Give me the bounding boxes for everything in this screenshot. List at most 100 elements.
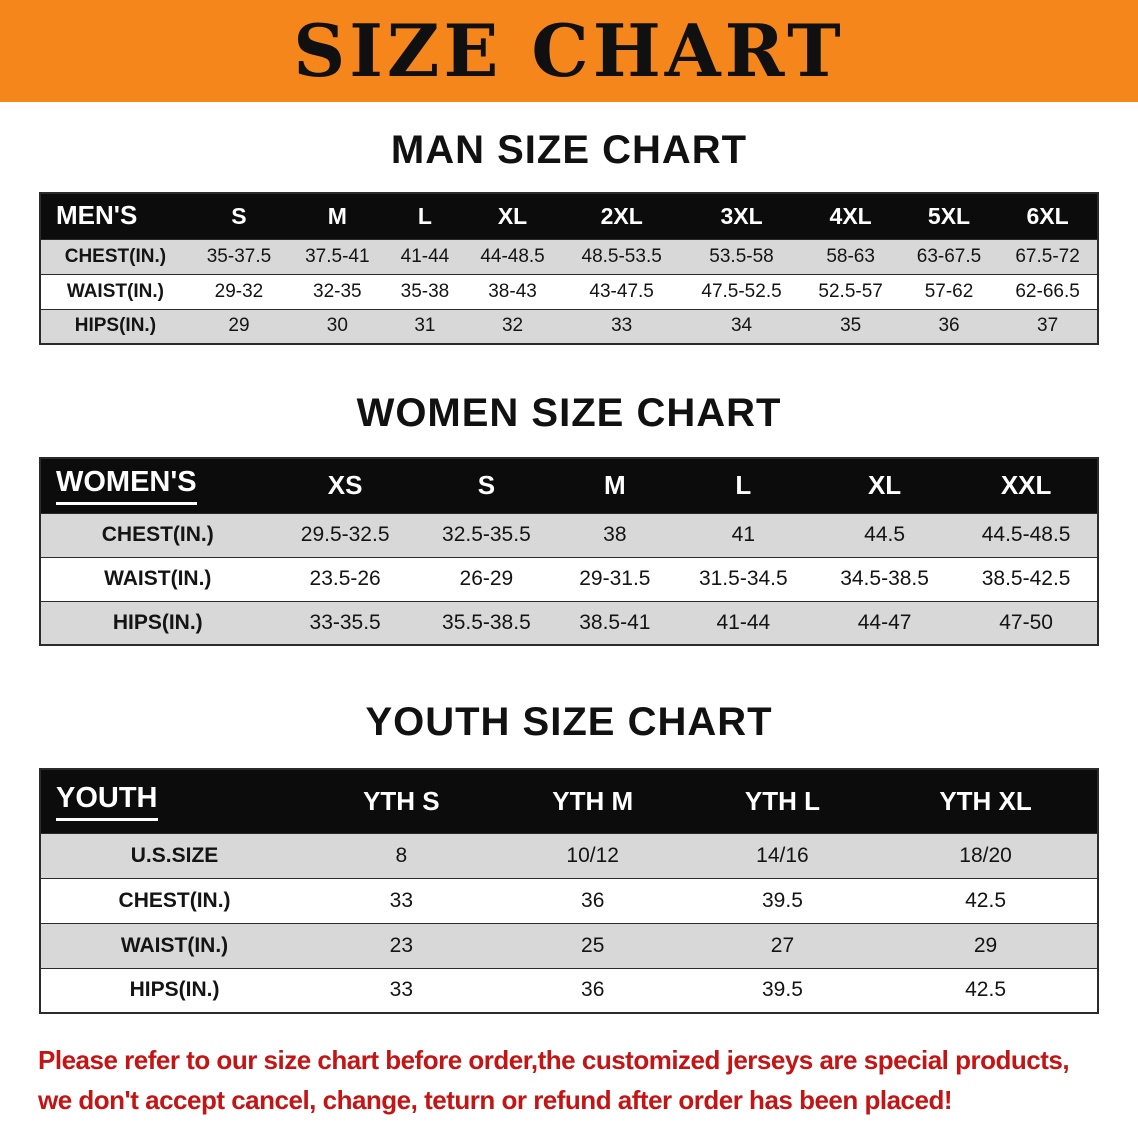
- size-value-cell: 47-50: [999, 610, 1053, 634]
- table-row: CHEST(IN.) 29.5-32.5 32.5-35.5 38 41 44.5 44.5…: [40, 513, 1098, 557]
- size-value-cell: 38.5-42.5: [981, 567, 1071, 590]
- size-value-cell: 41-44: [400, 245, 450, 267]
- size-column-header: YTH XL: [874, 769, 1098, 833]
- size-value-cell: 44.5-48.5: [981, 523, 1071, 546]
- table-corner-label: MEN'S: [56, 200, 138, 231]
- size-value-cell: 36: [938, 315, 960, 337]
- size-value-cell: 31.5-34.5: [698, 567, 788, 590]
- table-row: HIPS(IN.) 29 30 31 32 33 34 35 36 37: [40, 309, 1098, 344]
- size-value-cell: 23.5-26: [309, 567, 381, 590]
- size-column-header: YTH M: [494, 769, 691, 833]
- size-value-cell: 42.5: [965, 978, 1006, 1002]
- row-label: U.S.SIZE: [130, 843, 219, 867]
- table-header-row: WOMEN'S XS S M L XL XXL: [40, 458, 1098, 513]
- size-value-cell: 44-48.5: [480, 245, 545, 267]
- size-value-cell: 34: [730, 315, 753, 337]
- table-row: CHEST(IN.) 33 36 39.5 42.5: [40, 878, 1098, 923]
- table-head: MEN'S S M L XL 2XL 3XL 4XL 5XL 6XL: [40, 193, 1098, 239]
- size-value-cell: 14/16: [756, 843, 809, 867]
- size-column-header: S: [189, 193, 289, 239]
- row-label: WAIST(IN.): [104, 567, 212, 590]
- size-value-cell: 44.5: [864, 523, 906, 546]
- size-column-header: XL: [813, 458, 956, 513]
- table-corner-header: YOUTH: [40, 769, 309, 833]
- size-value-cell: 38: [603, 523, 627, 546]
- table-header-row: MEN'S S M L XL 2XL 3XL 4XL 5XL 6XL: [40, 193, 1098, 239]
- women-size-table: WOMEN'S XS S M L XL XXL CHEST(IN.) 29.5-32.5 32.5…: [39, 457, 1099, 646]
- size-column-header: 5XL: [899, 193, 999, 239]
- size-value-cell: 48.5-53.5: [581, 245, 662, 267]
- youth-size-chart-section: YOUTH SIZE CHART YOUTH YTH S YTH M YTH L YTH…: [0, 700, 1138, 1014]
- table-row: WAIST(IN.) 23 25 27 29: [40, 923, 1098, 968]
- size-value-cell: 30: [326, 315, 348, 337]
- table-header-row: YOUTH YTH S YTH M YTH L YTH XL: [40, 769, 1098, 833]
- size-value-cell: 32.5-35.5: [442, 523, 531, 546]
- row-label: CHEST(IN.): [101, 523, 214, 546]
- size-value-cell: 23: [389, 933, 414, 957]
- size-value-cell: 47.5-52.5: [701, 280, 782, 302]
- size-value-cell: 36: [581, 978, 605, 1002]
- table-row: U.S.SIZE 8 10/12 14/16 18/20: [40, 833, 1098, 878]
- row-label: HIPS(IN.): [112, 610, 203, 634]
- size-value-cell: 32-35: [313, 280, 362, 302]
- size-column-header: M: [288, 193, 387, 239]
- row-label: CHEST(IN.): [64, 245, 167, 267]
- size-value-cell: 18/20: [959, 843, 1012, 867]
- size-column-header: 6XL: [998, 193, 1098, 239]
- size-value-cell: 41: [731, 523, 755, 546]
- size-column-header: YTH S: [308, 769, 495, 833]
- table-body: CHEST(IN.) 29.5-32.5 32.5-35.5 38 41 44.5 44.5…: [40, 513, 1098, 645]
- table-corner-header: WOMEN'S: [40, 458, 275, 513]
- table-row: HIPS(IN.) 33 36 39.5 42.5: [40, 968, 1098, 1013]
- size-value-cell: 33: [389, 888, 414, 912]
- size-value-cell: 35.5-38.5: [442, 610, 531, 634]
- size-value-cell: 35: [840, 315, 862, 337]
- size-value-cell: 36: [581, 888, 605, 912]
- page-title: SIZE CHART: [293, 8, 845, 93]
- table-row: HIPS(IN.) 33-35.5 35.5-38.5 38.5-41 41-44 44-…: [40, 601, 1098, 645]
- size-value-cell: 38-43: [488, 280, 537, 302]
- size-value-cell: 58-63: [826, 245, 875, 267]
- table-head: WOMEN'S XS S M L XL XXL: [40, 458, 1098, 513]
- size-value-cell: 63-67.5: [916, 245, 982, 267]
- size-column-header: 3XL: [681, 193, 802, 239]
- table-body: CHEST(IN.) 35-37.5 37.5-41 41-44 44-48.5 48.5…: [40, 239, 1098, 344]
- man-size-chart-heading: MAN SIZE CHART: [390, 128, 748, 172]
- table-corner-label: WOMEN'S: [56, 466, 197, 506]
- size-value-cell: 29-32: [214, 280, 264, 302]
- table-body: U.S.SIZE 8 10/12 14/16 18/20 CHEST(IN.) 33 36 39…: [40, 833, 1098, 1013]
- youth-size-table: YOUTH YTH S YTH M YTH L YTH XL U.S.SIZE 8 10/12…: [39, 768, 1099, 1014]
- size-value-cell: 27: [770, 933, 795, 957]
- size-value-cell: 53.5-58: [709, 245, 774, 267]
- size-column-header: M: [557, 458, 673, 513]
- size-value-cell: 10/12: [566, 843, 619, 867]
- size-column-header: L: [672, 458, 814, 513]
- size-column-header: S: [415, 458, 558, 513]
- size-column-header: 2XL: [561, 193, 682, 239]
- size-value-cell: 26-29: [459, 567, 514, 590]
- row-label: HIPS(IN.): [74, 315, 157, 337]
- row-label: WAIST(IN.): [66, 280, 164, 302]
- size-column-header: L: [386, 193, 464, 239]
- size-column-header: XL: [463, 193, 562, 239]
- size-value-cell: 39.5: [762, 978, 803, 1002]
- size-value-cell: 29.5-32.5: [300, 523, 390, 546]
- size-value-cell: 32: [501, 315, 524, 337]
- disclaimer: Please refer to our size chart before or…: [38, 1040, 1100, 1121]
- size-value-cell: 35-38: [400, 280, 450, 302]
- size-value-cell: 44-47: [857, 610, 912, 634]
- size-value-cell: 37: [1037, 315, 1059, 337]
- size-column-header: YTH L: [690, 769, 875, 833]
- table-corner-label: YOUTH: [56, 782, 158, 821]
- table-row: WAIST(IN.) 23.5-26 26-29 29-31.5 31.5-34.5 34…: [40, 557, 1098, 601]
- men-size-table: MEN'S S M L XL 2XL 3XL 4XL 5XL 6XL CHEST(IN.) 35-37…: [39, 192, 1099, 345]
- size-value-cell: 38.5-41: [579, 610, 651, 634]
- size-value-cell: 25: [581, 933, 605, 957]
- youth-size-chart-heading: YOUTH SIZE CHART: [365, 700, 773, 744]
- disclaimer-line-2: we don't accept cancel, change, teturn o…: [38, 1085, 953, 1116]
- size-value-cell: 67.5-72: [1015, 245, 1080, 267]
- size-value-cell: 62-66.5: [1015, 280, 1080, 302]
- size-value-cell: 35-37.5: [206, 245, 272, 267]
- table-head: YOUTH YTH S YTH M YTH L YTH XL: [40, 769, 1098, 833]
